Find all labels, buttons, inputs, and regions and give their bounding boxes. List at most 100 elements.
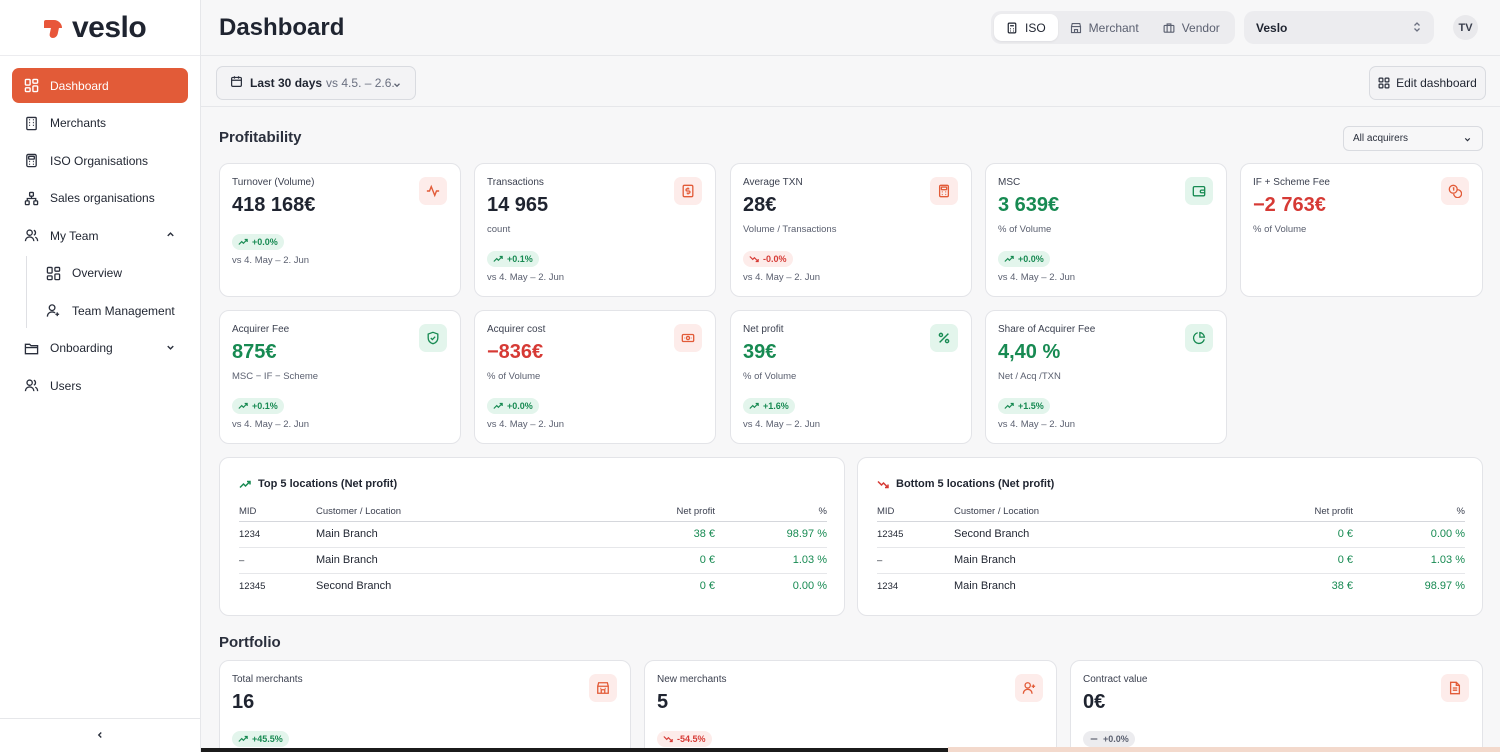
- trend-down-icon: [663, 736, 673, 743]
- calendar-icon: [230, 75, 243, 91]
- table-row[interactable]: 12345 Second Branch 0 € 0.00 %: [239, 573, 827, 599]
- kpi-compare: vs 4. May – 2. Jun: [487, 419, 565, 430]
- trend-up-icon: [493, 255, 503, 262]
- sidebar-item-team-management[interactable]: Team Management: [33, 293, 188, 328]
- tab-merchant[interactable]: Merchant: [1058, 14, 1151, 41]
- kpi-card-acquirer-cost[interactable]: Acquirer cost −836€ % of Volume +0.0% vs…: [474, 310, 716, 444]
- logo[interactable]: veslo: [0, 0, 200, 56]
- trend-badge: -54.5%: [657, 731, 712, 747]
- shield-check-icon: [419, 324, 447, 352]
- sidebar-item-iso-organisations[interactable]: ISO Organisations: [12, 143, 188, 178]
- chevron-up-icon[interactable]: [165, 229, 176, 243]
- user-plus-icon: [1015, 674, 1043, 702]
- column-header-percent: %: [715, 502, 827, 522]
- sidebar-collapse-button[interactable]: [0, 718, 200, 752]
- trend-up-icon: [1004, 402, 1014, 409]
- calculator-icon: [1007, 22, 1017, 33]
- tab-vendor[interactable]: Vendor: [1151, 14, 1232, 41]
- kpi-value: 28€: [743, 194, 777, 216]
- kpi-label: Acquirer cost: [487, 324, 546, 335]
- table-row[interactable]: 12345 Second Branch 0 € 0.00 %: [877, 521, 1465, 548]
- sidebar-item-label: Merchants: [50, 116, 107, 130]
- cell-net-profit: 0 €: [699, 580, 715, 593]
- tab-label: Merchant: [1088, 20, 1139, 35]
- top-locations-table: MID Customer / Location Net profit % 123…: [239, 502, 827, 599]
- briefcase-icon: [1163, 22, 1175, 33]
- sidebar-item-sales-organisations[interactable]: Sales organisations: [12, 181, 188, 216]
- kpi-card-share-of-acquirer-fee[interactable]: Share of Acquirer Fee 4,40 % Net / Acq /…: [985, 310, 1227, 444]
- kpi-value: −836€: [487, 341, 544, 363]
- date-range-picker[interactable]: Last 30 days vs 4.5. – 2.6.: [216, 66, 416, 100]
- chevron-down-icon[interactable]: [165, 342, 176, 356]
- receipt-icon: [674, 177, 702, 205]
- kpi-card-turnover[interactable]: Turnover (Volume) 418 168€ +0.0% vs 4. M…: [219, 163, 461, 297]
- section-title-portfolio: Portfolio: [219, 634, 281, 651]
- trend-up-icon: [238, 735, 248, 742]
- kpi-card-total-merchants[interactable]: Total merchants 16 +45.5%: [219, 660, 631, 752]
- cell-location: Main Branch: [316, 547, 591, 574]
- dashboard-icon: [45, 265, 61, 281]
- kpi-card-acquirer-fee[interactable]: Acquirer Fee 875€ MSC − IF − Scheme +0.1…: [219, 310, 461, 444]
- acquirer-filter-select[interactable]: All acquirers: [1343, 126, 1483, 151]
- cell-percent: 98.97 %: [715, 521, 827, 548]
- kpi-compare: vs 4. May – 2. Jun: [232, 255, 310, 266]
- kpi-card-net-profit[interactable]: Net profit 39€ % of Volume +1.6% vs 4. M…: [730, 310, 972, 444]
- chevron-updown-icon: [1412, 21, 1422, 36]
- tab-label: Vendor: [1181, 20, 1220, 35]
- kpi-value: −2 763€: [1253, 194, 1326, 216]
- wallet-icon: [1185, 177, 1213, 205]
- sidebar-item-merchants[interactable]: Merchants: [12, 106, 188, 141]
- sidebar-item-my-team[interactable]: My Team: [12, 218, 188, 253]
- kpi-sublabel: Volume / Transactions: [743, 224, 837, 235]
- table-row[interactable]: 1234 Main Branch 38 € 98.97 %: [877, 573, 1465, 599]
- cell-percent: 1.03 %: [715, 547, 827, 574]
- cell-mid: 1234: [239, 521, 316, 548]
- trend-badge: +1.5%: [998, 398, 1050, 414]
- edit-dashboard-label: Edit dashboard: [1396, 76, 1477, 90]
- sidebar-item-label: Users: [50, 378, 82, 393]
- avatar[interactable]: TV: [1453, 15, 1478, 40]
- cell-net-profit: 38 €: [1331, 580, 1353, 593]
- table-row[interactable]: 1234 Main Branch 38 € 98.97 %: [239, 521, 827, 548]
- column-header-net-profit: Net profit: [1228, 502, 1353, 522]
- sidebar-item-users[interactable]: Users: [12, 368, 188, 403]
- cell-location: Main Branch: [954, 547, 1229, 574]
- sidebar-item-dashboard[interactable]: Dashboard: [12, 68, 188, 103]
- kpi-label: New merchants: [657, 674, 727, 685]
- cell-mid: –: [877, 547, 954, 574]
- kpi-compare: vs 4. May – 2. Jun: [232, 419, 310, 430]
- sidebar-item-label: ISO Organisations: [50, 153, 149, 168]
- cell-location: Main Branch: [316, 521, 591, 548]
- edit-dashboard-button[interactable]: Edit dashboard: [1369, 66, 1486, 100]
- bottom-locations-table: MID Customer / Location Net profit % 123…: [877, 502, 1465, 599]
- kpi-card-msc[interactable]: MSC 3 639€ % of Volume +0.0% vs 4. May –…: [985, 163, 1227, 297]
- dashboard-icon: [1378, 77, 1390, 89]
- tab-iso[interactable]: ISO: [994, 14, 1058, 41]
- cell-percent: 1.03 %: [1353, 547, 1465, 574]
- calculator-icon: [930, 177, 958, 205]
- kpi-card-average-txn[interactable]: Average TXN 28€ Volume / Transactions -0…: [730, 163, 972, 297]
- kpi-card-if-scheme-fee[interactable]: IF + Scheme Fee −2 763€ % of Volume: [1240, 163, 1483, 297]
- kpi-value: 0€: [1083, 691, 1106, 713]
- cell-net-profit: 0 €: [1228, 521, 1353, 548]
- kpi-card-contract-value[interactable]: Contract value 0€ +0.0%: [1070, 660, 1483, 752]
- sidebar-item-onboarding[interactable]: Onboarding: [12, 331, 188, 366]
- chevron-down-icon: [1463, 135, 1472, 147]
- sidebar-item-overview[interactable]: Overview: [33, 256, 188, 291]
- kpi-card-new-merchants[interactable]: New merchants 5 -54.5%: [644, 660, 1057, 752]
- trend-badge: +0.0%: [1083, 731, 1135, 747]
- kpi-value: 16: [232, 691, 255, 713]
- table-row[interactable]: – Main Branch 0 € 1.03 %: [877, 547, 1465, 574]
- trend-badge: +0.0%: [998, 251, 1050, 267]
- cell-percent: 98.97 %: [1424, 580, 1465, 593]
- organisation-select[interactable]: Veslo: [1244, 11, 1434, 44]
- banknote-icon: [674, 324, 702, 352]
- acquirer-filter-value: All acquirers: [1353, 133, 1409, 144]
- kpi-card-transactions[interactable]: Transactions 14 965 count +0.1% vs 4. Ma…: [474, 163, 716, 297]
- table-row[interactable]: – Main Branch 0 € 1.03 %: [239, 547, 827, 574]
- sidebar-item-label: Overview: [72, 266, 123, 280]
- chevron-left-icon: [95, 729, 105, 743]
- kpi-sublabel: count: [487, 224, 511, 235]
- column-header-mid: MID: [877, 502, 954, 522]
- kpi-value: 418 168€: [232, 194, 316, 216]
